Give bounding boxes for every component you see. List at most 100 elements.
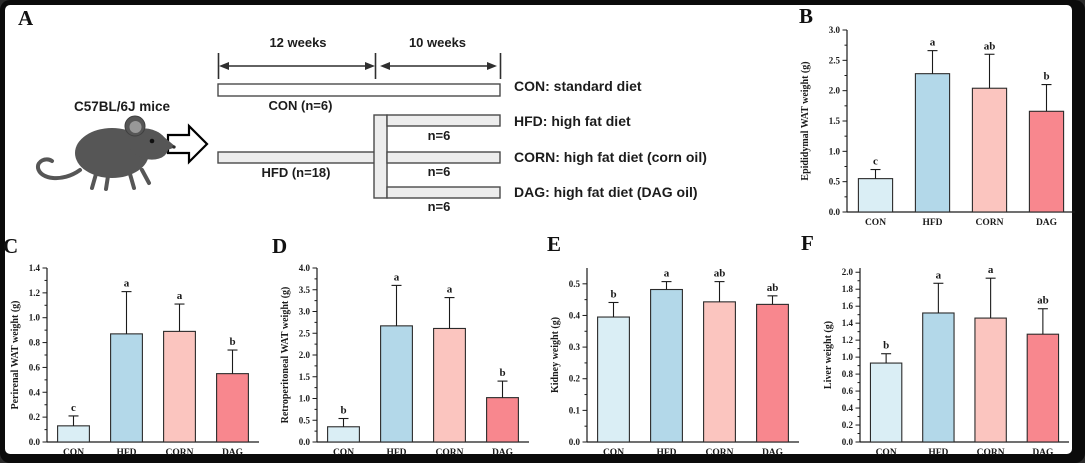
error-bar <box>608 301 619 318</box>
x-category-label-con: CON <box>603 448 624 458</box>
y-tick-label: 2.5 <box>829 55 841 65</box>
x-category-label-hfd: HFD <box>386 448 406 458</box>
x-category-label-dag: DAG <box>1032 448 1054 458</box>
y-tick-label: 2.5 <box>299 328 311 338</box>
panel-a-label: A <box>18 6 34 30</box>
bar-con <box>57 425 90 443</box>
branch-n-label-hfd: n=6 <box>427 128 451 143</box>
y-tick-label: 1.4 <box>29 263 41 273</box>
bar-hfd <box>914 73 951 213</box>
sig-letter: a <box>988 264 994 276</box>
sig-letter: b <box>499 367 505 379</box>
x-category-label-corn: CORN <box>436 448 464 458</box>
y-tick-label: 0.1 <box>569 405 581 415</box>
y-tick-label: 0.2 <box>842 420 854 430</box>
y-tick-label: 1.2 <box>842 335 854 345</box>
bar-dag <box>1028 110 1065 213</box>
sig-letter: c <box>71 402 76 414</box>
panel-c-label: C <box>3 234 19 258</box>
bar-con <box>869 362 903 443</box>
con-timeline-bar <box>217 83 501 97</box>
error-bar <box>870 168 881 179</box>
branch-n-label-corn: n=6 <box>427 164 451 179</box>
branch-n-label-dag: n=6 <box>427 199 451 214</box>
bar-hfd <box>922 312 955 443</box>
error-bar <box>927 50 938 74</box>
sig-letter: a <box>394 271 400 283</box>
y-tick-label: 0.0 <box>842 437 854 447</box>
x-category-label-corn: CORN <box>977 448 1005 458</box>
error-bar <box>767 295 778 305</box>
corn-branch-bar <box>386 151 501 164</box>
y-axis-title: Epididymal WAT weight (g) <box>800 61 811 180</box>
y-tick-label: 0.0 <box>569 437 581 447</box>
sig-letter: b <box>610 288 616 300</box>
x-category-label-hfd: HFD <box>116 448 136 458</box>
panel-d-label: D <box>272 234 288 258</box>
sig-letter: b <box>883 340 889 352</box>
bar-dag <box>1026 333 1060 443</box>
panel-f-chart: 0.0 0.2 0.4 0.6 0.8 1.0 1.2 1.4 1.6 1.8 2.0 b CON a HF… <box>823 264 1069 458</box>
y-tick-label: 0.2 <box>569 374 581 384</box>
hfd-branch-bar <box>386 114 501 127</box>
y-tick-label: 0.3 <box>569 342 581 352</box>
y-tick-label: 3.5 <box>299 285 311 295</box>
sig-letter: a <box>664 268 670 280</box>
diet-legend-dag: DAG: high fat diet (DAG oil) <box>514 184 698 200</box>
y-axis-title: Retroperitoneal WAT weight (g) <box>280 287 291 424</box>
y-tick-label: 1.8 <box>842 284 854 294</box>
y-tick-label: 1.4 <box>842 318 854 328</box>
bar-dag <box>756 303 789 443</box>
y-tick-label: 1.0 <box>299 394 311 404</box>
error-bar <box>714 281 725 302</box>
y-tick-label: 0.0 <box>829 207 841 217</box>
hfd-timeline-bar <box>217 151 376 164</box>
dag-branch-bar <box>386 186 501 199</box>
error-bar <box>881 353 892 364</box>
sig-letter: a <box>930 37 936 49</box>
mouse-strain-label: C57BL/6J mice <box>73 99 171 114</box>
y-tick-label: 0.2 <box>29 412 41 422</box>
x-category-label-dag: DAG <box>222 448 244 458</box>
panel-e-label: E <box>547 232 562 256</box>
timeline-ticks <box>217 53 502 79</box>
y-tick-label: 3.0 <box>299 307 311 317</box>
x-category-label-con: CON <box>865 218 886 228</box>
bar-dag <box>486 397 519 443</box>
x-category-label-hfd: HFD <box>656 448 676 458</box>
error-bar <box>68 415 79 426</box>
y-tick-label: 1.5 <box>299 372 311 382</box>
y-tick-label: 1.0 <box>29 313 41 323</box>
bar-corn <box>974 317 1007 443</box>
error-bar <box>391 284 402 326</box>
y-axis-ticks <box>42 267 47 443</box>
hfd-group-label: HFD (n=18) <box>261 165 331 180</box>
x-category-label-con: CON <box>876 448 897 458</box>
y-tick-label: 0.0 <box>29 437 41 447</box>
sig-letter: ab <box>767 282 779 294</box>
error-bar <box>984 53 995 89</box>
sig-letter: ab <box>984 40 996 52</box>
y-tick-label: 0.4 <box>842 403 854 413</box>
y-tick-label: 0.6 <box>29 362 41 372</box>
con-group-label: CON (n=6) <box>268 98 333 113</box>
y-axis-ticks <box>312 267 317 443</box>
x-category-label-dag: DAG <box>762 448 784 458</box>
x-category-label-con: CON <box>333 448 354 458</box>
diet-legend-hfd: HFD: high fat diet <box>514 113 631 129</box>
x-category-label-corn: CORN <box>706 448 734 458</box>
y-tick-label: 0.8 <box>29 338 41 348</box>
x-category-label-dag: DAG <box>1036 218 1058 228</box>
bar-corn <box>433 327 466 443</box>
y-axis-title: Liver weight (g) <box>823 321 834 389</box>
bar-corn <box>971 87 1008 213</box>
bar-hfd <box>380 325 413 443</box>
y-tick-label: 0.5 <box>829 177 841 187</box>
error-bar <box>1041 84 1052 112</box>
bar-con <box>597 316 630 443</box>
error-bar <box>174 303 185 332</box>
y-tick-label: 2.0 <box>299 350 311 360</box>
sig-letter: a <box>124 278 130 290</box>
bar-hfd <box>110 333 143 443</box>
